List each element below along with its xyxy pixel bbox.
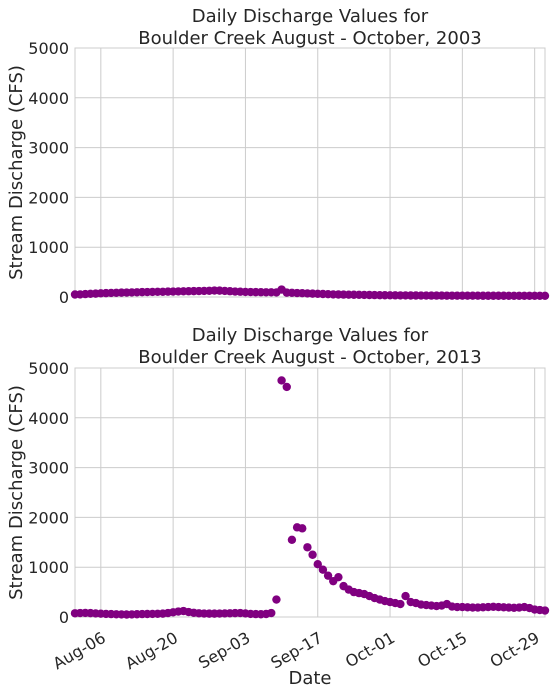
chart-title-line1: Daily Discharge Values for xyxy=(192,325,429,346)
chart-title-line2: Boulder Creek August - October, 2003 xyxy=(138,28,481,49)
data-point xyxy=(298,524,307,533)
x-tick-label: Oct-29 xyxy=(487,628,543,671)
x-tick-label: Aug-06 xyxy=(50,628,109,673)
x-tick-label: Aug-20 xyxy=(122,628,181,673)
y-axis-label: Stream Discharge (CFS) xyxy=(6,385,27,600)
data-point xyxy=(272,595,281,604)
x-tick-label: Oct-01 xyxy=(342,628,398,671)
plot-frame xyxy=(74,47,546,298)
data-point xyxy=(334,572,343,582)
data-point xyxy=(308,550,317,559)
y-tick-label: 3000 xyxy=(28,459,69,478)
chart-title-line2: Boulder Creek August - October, 2013 xyxy=(138,347,481,368)
data-point xyxy=(287,535,297,545)
x-tick-label: Sep-17 xyxy=(267,628,325,673)
y-tick-label: 0 xyxy=(59,288,69,307)
plot-frame xyxy=(74,367,546,618)
y-tick-label: 5000 xyxy=(28,39,69,58)
data-point xyxy=(401,591,410,601)
y-axis-label: Stream Discharge (CFS) xyxy=(6,65,27,280)
data-point xyxy=(267,608,276,618)
y-tick-label: 1000 xyxy=(28,558,69,577)
y-tick-label: 4000 xyxy=(28,89,69,108)
y-tick-label: 2000 xyxy=(28,188,69,207)
y-tick-label: 1000 xyxy=(28,238,69,257)
y-tick-label: 3000 xyxy=(28,139,69,158)
data-point xyxy=(540,291,550,301)
y-tick-label: 4000 xyxy=(28,409,69,428)
data-point xyxy=(540,606,550,615)
data-point xyxy=(277,376,286,385)
data-point xyxy=(323,571,333,580)
data-point xyxy=(303,543,312,552)
x-axis-label: Date xyxy=(288,668,331,689)
data-point xyxy=(282,382,291,392)
y-tick-label: 2000 xyxy=(28,508,69,527)
data-point xyxy=(396,599,405,609)
chart-title-line1: Daily Discharge Values for xyxy=(192,6,429,27)
y-tick-label: 0 xyxy=(59,608,69,627)
data-point xyxy=(313,560,322,569)
y-tick-label: 5000 xyxy=(28,359,69,378)
data-point xyxy=(318,565,328,574)
x-tick-label: Sep-03 xyxy=(195,628,253,673)
x-tick-label: Oct-15 xyxy=(414,628,470,671)
